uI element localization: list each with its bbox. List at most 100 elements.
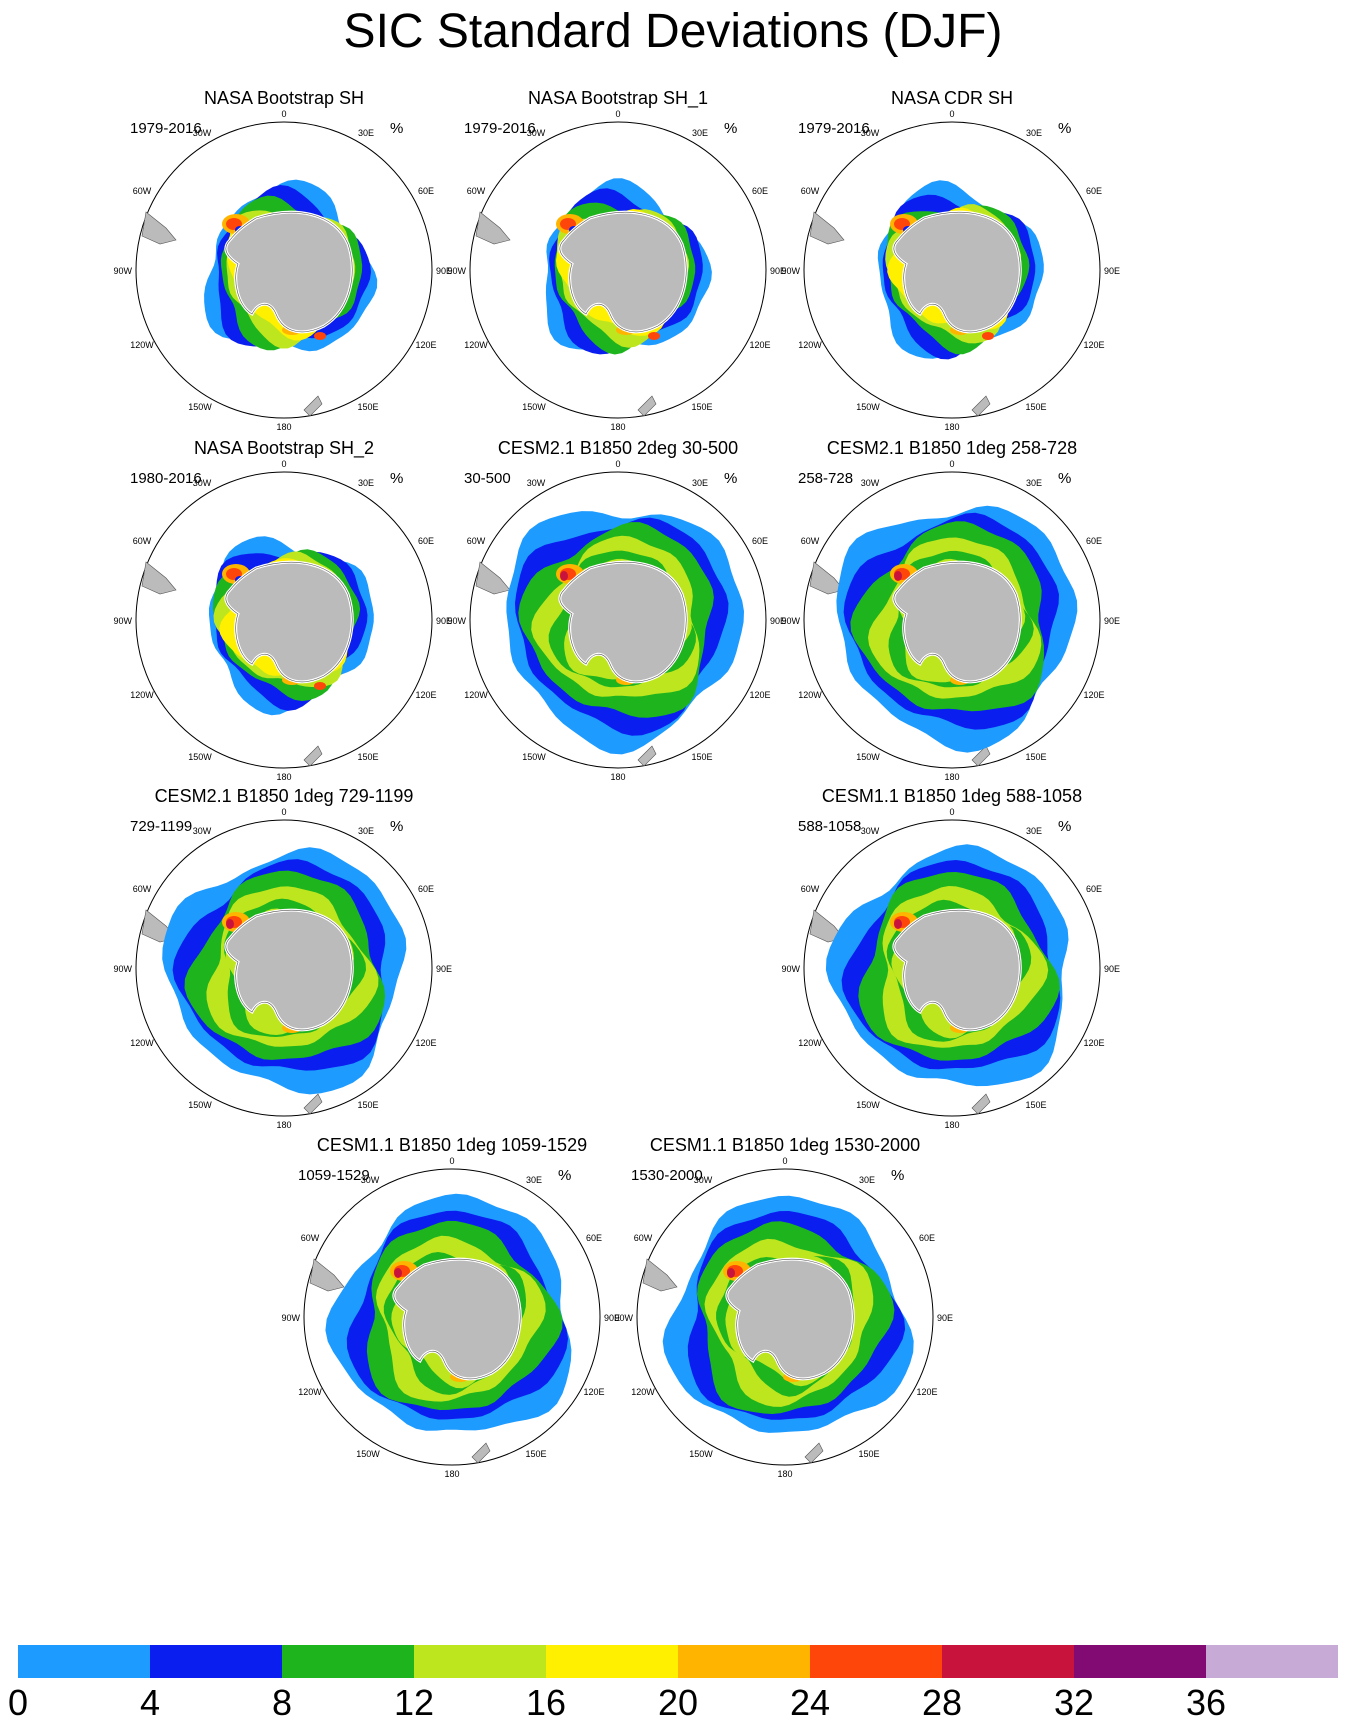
map-panel: 0 30W 30E 60W 60E 90W 90E 120W 120E 150W 150E 180 C… bbox=[601, 1135, 969, 1495]
graticule-label: 90W bbox=[781, 616, 800, 626]
graticule-label: 0 bbox=[281, 459, 286, 469]
map-panel: 0 30W 30E 60W 60E 90W 90E 120W 120E 150W 150E 180 C… bbox=[100, 786, 468, 1146]
map-panel: 0 30W 30E 60W 60E 90W 90E 120W 120E 150W 150E 180 N… bbox=[768, 88, 1136, 448]
panel-title: NASA Bootstrap SH_2 bbox=[193, 438, 375, 458]
graticule-label: 120W bbox=[298, 1387, 322, 1397]
graticule-label: 30W bbox=[694, 1175, 713, 1185]
sic-hotspot bbox=[226, 919, 234, 929]
map-panel: 0 30W 30E 60W 60E 90W 90E 120W 120E 150W 150E 180 C… bbox=[434, 438, 802, 798]
graticule-label: 150W bbox=[689, 1449, 713, 1459]
map-panel: 0 30W 30E 60W 60E 90W 90E 120W 120E 150W 150E 180 N… bbox=[100, 88, 468, 448]
panel-year-range: 1530-2000 bbox=[631, 1167, 703, 1184]
graticule-label: 120E bbox=[415, 1038, 436, 1048]
graticule-label: 30E bbox=[358, 826, 374, 836]
new-zealand-land bbox=[804, 1442, 824, 1464]
graticule-label: 150E bbox=[1025, 1100, 1046, 1110]
panel-unit: % bbox=[891, 1167, 905, 1184]
antarctica-coastline bbox=[559, 212, 687, 333]
colorbar-swatch bbox=[1074, 1645, 1206, 1678]
colorbar-tick-label: 12 bbox=[393, 1682, 435, 1723]
graticule-label: 90W bbox=[113, 266, 132, 276]
new-zealand-land bbox=[971, 395, 991, 417]
graticule-label: 120E bbox=[1083, 340, 1104, 350]
polar-map: 0 30W 30E 60W 60E 90W 90E 120W 120E 150W 150E 180 bbox=[781, 807, 1120, 1130]
graticule-label: 120E bbox=[415, 690, 436, 700]
colorbar-swatch bbox=[678, 1645, 810, 1678]
graticule-label: 30W bbox=[861, 128, 880, 138]
new-zealand-land bbox=[971, 1093, 991, 1115]
new-zealand-land bbox=[637, 745, 657, 767]
graticule-label: 0 bbox=[449, 1156, 454, 1166]
graticule-label: 30W bbox=[861, 826, 880, 836]
colorbar-tick-label: 4 bbox=[139, 1682, 161, 1723]
graticule-label: 90E bbox=[937, 1313, 953, 1323]
graticule-label: 60W bbox=[133, 536, 152, 546]
graticule-label: 180 bbox=[777, 1469, 792, 1479]
graticule-label: 90E bbox=[1104, 616, 1120, 626]
graticule-label: 30W bbox=[193, 128, 212, 138]
panel-unit: % bbox=[558, 1167, 572, 1184]
graticule-label: 150E bbox=[691, 752, 712, 762]
graticule-label: 180 bbox=[610, 422, 625, 432]
graticule-label: 90E bbox=[770, 266, 786, 276]
graticule-label: 150E bbox=[357, 752, 378, 762]
graticule-label: 0 bbox=[782, 1156, 787, 1166]
graticule-label: 60E bbox=[919, 1233, 935, 1243]
new-zealand-land bbox=[303, 1093, 323, 1115]
graticule-label: 120W bbox=[464, 340, 488, 350]
colorbar-labels: 0 4 8 12 16 20 24 28 32 36 bbox=[0, 1682, 1346, 1723]
graticule-label: 120E bbox=[749, 690, 770, 700]
graticule-label: 120W bbox=[130, 340, 154, 350]
graticule-label: 60W bbox=[133, 884, 152, 894]
graticule-label: 30W bbox=[861, 478, 880, 488]
panel-year-range: 1979-2016 bbox=[798, 120, 870, 137]
sic-hotspot bbox=[982, 332, 994, 340]
sic-hotspot bbox=[894, 919, 902, 929]
graticule-label: 150E bbox=[525, 1449, 546, 1459]
colorbar-swatch bbox=[150, 1645, 282, 1678]
graticule-label: 150E bbox=[1025, 752, 1046, 762]
antarctica-coastline bbox=[893, 562, 1021, 683]
panel-title: CESM1.1 B1850 1deg 588-1058 bbox=[821, 786, 1083, 806]
graticule-label: 0 bbox=[615, 109, 620, 119]
graticule-label: 90W bbox=[447, 266, 466, 276]
colorbar-swatch bbox=[1206, 1645, 1338, 1678]
graticule-label: 180 bbox=[944, 772, 959, 782]
graticule-label: 30W bbox=[193, 826, 212, 836]
graticule-label: 150E bbox=[357, 402, 378, 412]
antarctica-coastline bbox=[393, 1259, 521, 1380]
graticule-label: 90E bbox=[436, 266, 452, 276]
south-america-land bbox=[141, 211, 177, 245]
panel-title: CESM1.1 B1850 1deg 1530-2000 bbox=[649, 1135, 921, 1155]
sic-hotspot bbox=[648, 332, 660, 340]
graticule-label: 90W bbox=[281, 1313, 300, 1323]
antarctica-coastline bbox=[225, 212, 353, 333]
polar-map: 0 30W 30E 60W 60E 90W 90E 120W 120E 150W 150E 180 bbox=[113, 807, 452, 1130]
graticule-label: 30E bbox=[692, 128, 708, 138]
south-america-land bbox=[309, 1258, 345, 1292]
graticule-label: 90E bbox=[1104, 266, 1120, 276]
panel-unit: % bbox=[724, 470, 738, 487]
graticule-label: 30E bbox=[526, 1175, 542, 1185]
panel-year-range: 30-500 bbox=[464, 470, 511, 487]
south-america-land bbox=[642, 1258, 678, 1292]
graticule-label: 150W bbox=[522, 402, 546, 412]
map-panel: 0 30W 30E 60W 60E 90W 90E 120W 120E 150W 150E 180 C… bbox=[768, 786, 1136, 1146]
graticule-label: 180 bbox=[444, 1469, 459, 1479]
graticule-label: 60E bbox=[586, 1233, 602, 1243]
polar-map: 0 30W 30E 60W 60E 90W 90E 120W 120E 150W 150E 180 bbox=[447, 109, 786, 432]
graticule-label: 0 bbox=[949, 807, 954, 817]
panel-title: NASA CDR SH bbox=[890, 88, 1014, 108]
panel-year-range: 1979-2016 bbox=[464, 120, 536, 137]
map-panel: 0 30W 30E 60W 60E 90W 90E 120W 120E 150W 150E 180 N… bbox=[434, 88, 802, 448]
map-panel: 0 30W 30E 60W 60E 90W 90E 120W 120E 150W 150E 180 N… bbox=[100, 438, 468, 798]
south-america-land bbox=[809, 211, 845, 245]
graticule-label: 90W bbox=[614, 1313, 633, 1323]
graticule-label: 30E bbox=[1026, 128, 1042, 138]
graticule-label: 150W bbox=[856, 402, 880, 412]
antarctica-coastline bbox=[559, 562, 687, 683]
graticule-label: 60W bbox=[301, 1233, 320, 1243]
panel-unit: % bbox=[1058, 120, 1072, 137]
polar-map: 0 30W 30E 60W 60E 90W 90E 120W 120E 150W 150E 180 bbox=[781, 109, 1120, 432]
polar-map: 0 30W 30E 60W 60E 90W 90E 120W 120E 150W 150E 180 bbox=[781, 459, 1120, 782]
